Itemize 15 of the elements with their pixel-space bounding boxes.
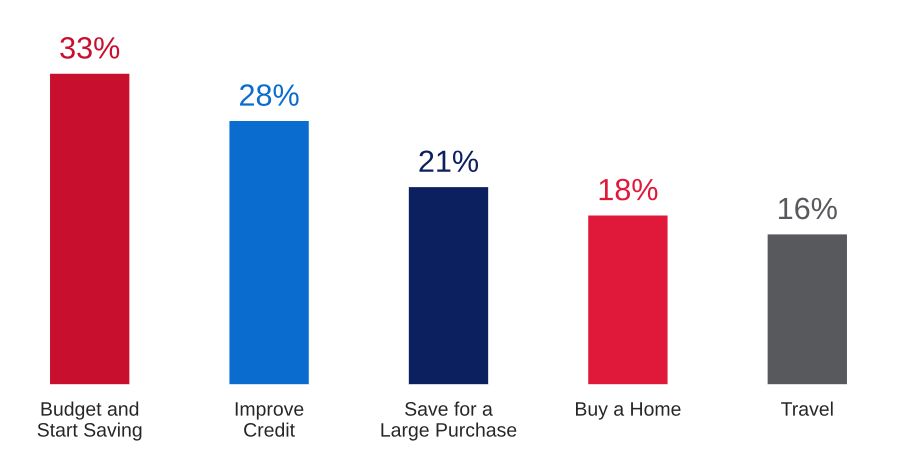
- x-tick-label: Budget and Start Saving: [38, 402, 142, 441]
- data-label: 18%: [600, 178, 658, 200]
- data-label: 28%: [240, 84, 299, 106]
- data-label: 33%: [60, 37, 120, 59]
- x-tick-label: Improve Credit: [236, 402, 304, 437]
- data-label: 21%: [419, 150, 478, 172]
- bar: [48, 72, 131, 385]
- bar: [766, 232, 848, 385]
- x-tick-label: Save for a Large Purchase: [381, 402, 516, 441]
- data-label: 16%: [779, 198, 837, 220]
- bar: [407, 186, 490, 385]
- x-tick-label: Buy a Home: [576, 402, 681, 420]
- bar: [228, 120, 310, 385]
- bar: [586, 214, 669, 385]
- x-tick-label: Travel: [781, 402, 833, 416]
